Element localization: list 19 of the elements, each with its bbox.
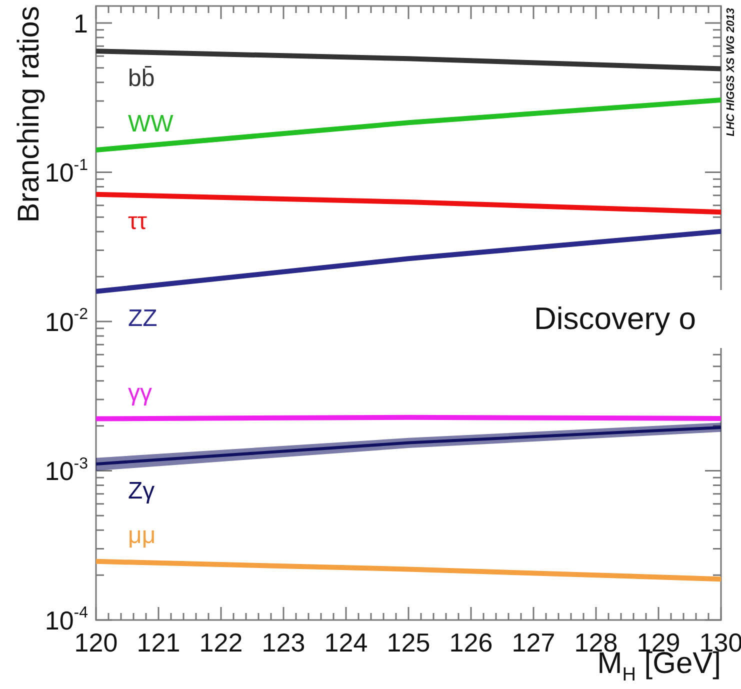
annotation: Discovery o xyxy=(500,290,741,348)
x-tick-label: 125 xyxy=(386,627,430,658)
x-tick-label: 124 xyxy=(324,627,368,658)
series-label: ZZ xyxy=(128,305,158,332)
x-tick-label: 127 xyxy=(512,627,556,658)
x-tick-label: 121 xyxy=(136,627,180,658)
text: LHC HIGGS XS WG 2013 xyxy=(725,8,738,136)
x-tick-label: 123 xyxy=(262,627,306,658)
series-label: γγ xyxy=(128,379,152,406)
y-tick-label: 1 xyxy=(74,8,88,38)
series-label: ττ xyxy=(128,208,148,235)
series-label: WW xyxy=(128,110,174,138)
series-label: bb̄ xyxy=(128,64,155,92)
y-axis-title: Branching ratios xyxy=(12,6,46,223)
x-tick-label: 122 xyxy=(199,627,243,658)
series-label: μμ xyxy=(128,522,156,550)
series-label: Zγ xyxy=(128,478,155,505)
x-tick-label: 126 xyxy=(449,627,493,658)
x-tick-label: 120 xyxy=(74,627,118,658)
